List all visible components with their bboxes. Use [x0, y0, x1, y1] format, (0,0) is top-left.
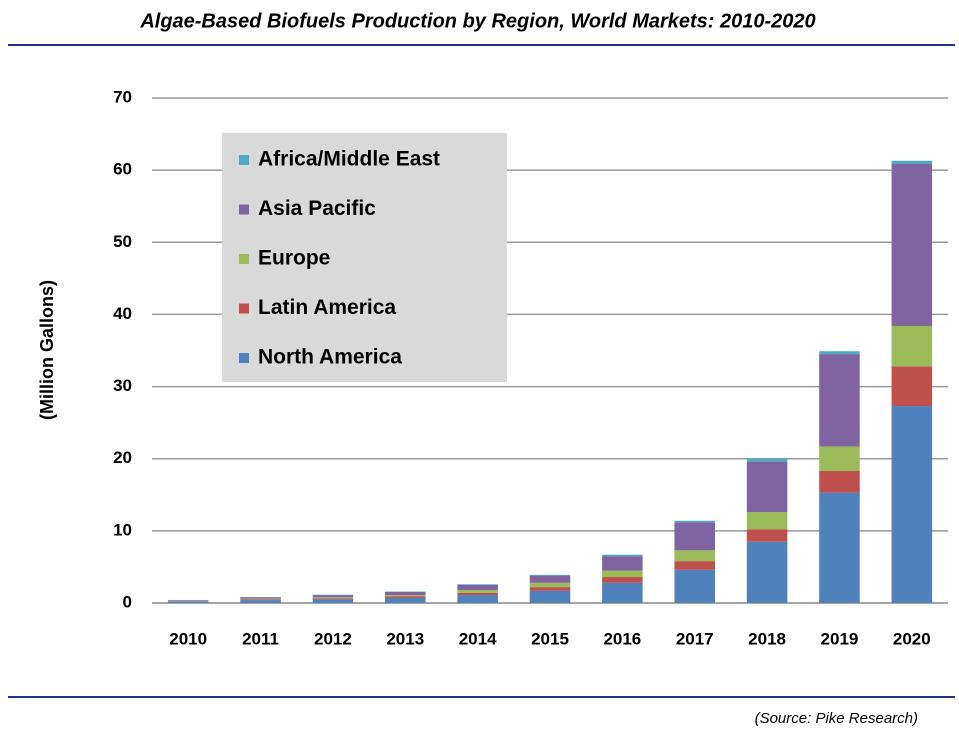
legend-label: Asia Pacific: [258, 197, 376, 220]
y-tick-label: 10: [113, 520, 132, 539]
legend-label: Europe: [258, 247, 330, 270]
y-tick-label: 40: [113, 304, 132, 323]
y-tick-label: 70: [113, 87, 132, 106]
y-axis-label: (Million Gallons): [37, 280, 57, 420]
bar-segment: [819, 351, 860, 355]
y-tick-label: 60: [113, 160, 132, 179]
bar-segment: [457, 584, 498, 591]
bar-segment: [819, 354, 860, 447]
bar-segment: [891, 325, 933, 367]
bar-segment: [746, 458, 788, 462]
x-tick-label: 2020: [893, 629, 931, 648]
bar-segment: [167, 600, 209, 601]
bar-segment: [385, 595, 426, 597]
bar-segment: [385, 597, 426, 603]
bar-segment: [312, 597, 354, 599]
y-tick-label: 20: [113, 448, 132, 467]
bar-segment: [529, 590, 571, 603]
bar-segment: [602, 570, 643, 578]
y-tick-label: 50: [113, 232, 132, 251]
bar-segment: [674, 561, 715, 570]
bar-segment: [529, 575, 571, 583]
bar-segment: [529, 582, 571, 588]
legend-swatch: [239, 254, 249, 264]
bar-segment: [746, 541, 788, 603]
x-tick-label: 2019: [821, 629, 859, 648]
bar-segment: [240, 597, 281, 599]
x-tick-label: 2011: [242, 629, 279, 648]
bar-segment: [602, 556, 643, 571]
bar-segment: [891, 163, 933, 326]
x-tick-label: 2016: [603, 629, 641, 648]
bar-segment: [167, 601, 209, 603]
x-tick-label: 2012: [314, 629, 352, 648]
bar-segment: [457, 595, 498, 603]
legend-label: Africa/Middle East: [258, 148, 440, 171]
bar-segment: [674, 520, 715, 523]
x-tick-label: 2017: [676, 629, 714, 648]
bar-segment: [385, 591, 426, 596]
bar-segment: [674, 550, 715, 562]
legend-swatch: [239, 155, 249, 165]
bar-segment: [385, 596, 426, 598]
bar-segment: [674, 522, 715, 551]
bar-segment: [602, 577, 643, 583]
x-tick-label: 2014: [459, 629, 497, 648]
bar-segment: [602, 554, 643, 557]
bar-segment: [891, 406, 933, 603]
x-tick-label: 2013: [386, 629, 424, 648]
legend-swatch: [239, 204, 249, 215]
bar-segment: [240, 598, 281, 600]
bar-segment: [819, 492, 860, 603]
bar-segment: [819, 470, 860, 493]
bar-segment: [891, 366, 933, 407]
bar-segment: [457, 592, 498, 596]
chart-title: Algae-Based Biofuels Production by Regio…: [139, 10, 815, 32]
bar-segment: [240, 599, 281, 601]
bar-segment: [312, 598, 354, 600]
source-note: (Source: Pike Research): [755, 710, 918, 727]
x-tick-label: 2010: [169, 629, 207, 648]
bar-segment: [674, 569, 715, 603]
legend-label: Latin America: [258, 296, 396, 319]
bar-segment: [602, 582, 643, 603]
bar-segment: [529, 587, 571, 591]
legend-label: North America: [258, 346, 402, 369]
legend-swatch: [239, 353, 249, 363]
bar-segment: [746, 461, 788, 513]
bar-segment: [746, 512, 788, 530]
y-tick-label: 0: [123, 592, 132, 611]
x-tick-label: 2018: [748, 629, 786, 648]
x-tick-label: 2015: [531, 629, 569, 648]
bar-segment: [457, 584, 498, 585]
bar-segment: [240, 600, 281, 603]
y-tick-label: 30: [113, 376, 132, 395]
bar-segment: [819, 446, 860, 471]
bar-segment: [529, 574, 571, 576]
legend-box: [222, 133, 507, 382]
bar-segment: [312, 599, 354, 603]
bar-segment: [891, 160, 933, 164]
bar-segment: [312, 595, 354, 598]
bar-segment: [457, 590, 498, 593]
bar-segment: [746, 529, 788, 542]
legend-swatch: [239, 303, 249, 314]
